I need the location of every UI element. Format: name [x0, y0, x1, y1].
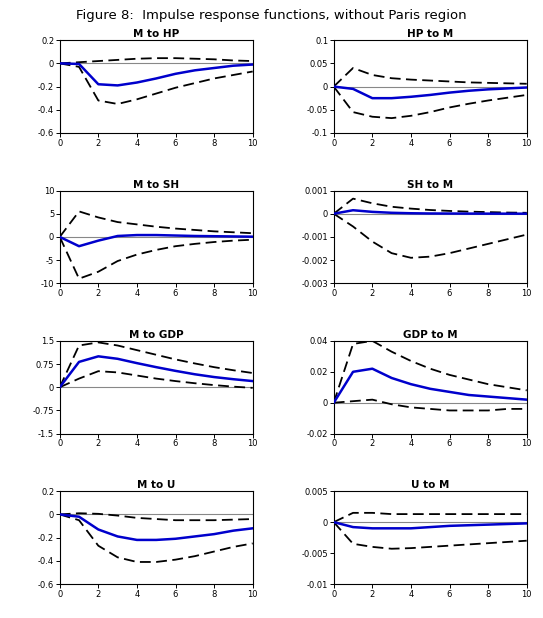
Text: Figure 8:  Impulse response functions, without Paris region: Figure 8: Impulse response functions, wi…: [76, 9, 467, 22]
Title: M to SH: M to SH: [133, 180, 179, 190]
Title: GDP to M: GDP to M: [403, 330, 458, 340]
Title: SH to M: SH to M: [407, 180, 453, 190]
Title: M to GDP: M to GDP: [129, 330, 184, 340]
Title: M to U: M to U: [137, 480, 175, 491]
Title: U to M: U to M: [411, 480, 450, 491]
Title: HP to M: HP to M: [407, 30, 453, 40]
Title: M to HP: M to HP: [133, 30, 179, 40]
